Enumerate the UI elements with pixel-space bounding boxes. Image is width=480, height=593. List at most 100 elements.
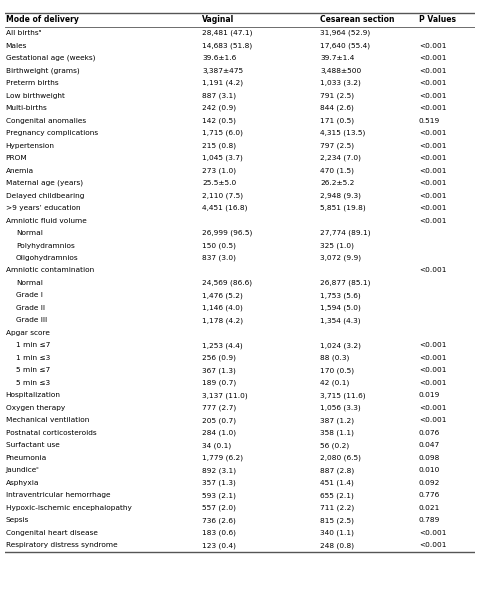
Text: 0.010: 0.010	[419, 467, 440, 473]
Text: Oligohydramnios: Oligohydramnios	[16, 255, 79, 261]
Text: Mechanical ventilation: Mechanical ventilation	[6, 417, 89, 423]
Text: <0.001: <0.001	[419, 205, 446, 211]
Text: Gestational age (weeks): Gestational age (weeks)	[6, 55, 95, 61]
Text: 5,851 (19.8): 5,851 (19.8)	[320, 205, 366, 211]
Text: P Values: P Values	[419, 15, 456, 24]
Text: Normal: Normal	[16, 230, 43, 236]
Text: Hospitalization: Hospitalization	[6, 393, 61, 398]
Text: <0.001: <0.001	[419, 130, 446, 136]
Text: <0.001: <0.001	[419, 55, 446, 61]
Text: 284 (1.0): 284 (1.0)	[203, 430, 237, 436]
Text: 256 (0.9): 256 (0.9)	[203, 355, 236, 361]
Text: <0.001: <0.001	[419, 142, 446, 149]
Text: <0.001: <0.001	[419, 343, 446, 349]
Text: Congenital heart disease: Congenital heart disease	[6, 530, 97, 536]
Text: 27,774 (89.1): 27,774 (89.1)	[320, 229, 371, 236]
Text: 0.789: 0.789	[419, 517, 440, 524]
Text: 31,964 (52.9): 31,964 (52.9)	[320, 30, 370, 36]
Text: 171 (0.5): 171 (0.5)	[320, 117, 354, 124]
Text: 387 (1.2): 387 (1.2)	[320, 417, 354, 423]
Text: <0.001: <0.001	[419, 380, 446, 386]
Text: 42 (0.1): 42 (0.1)	[320, 380, 349, 386]
Text: 844 (2.6): 844 (2.6)	[320, 105, 354, 111]
Text: 358 (1.1): 358 (1.1)	[320, 430, 354, 436]
Text: 815 (2.5): 815 (2.5)	[320, 517, 354, 524]
Text: 1,191 (4.2): 1,191 (4.2)	[203, 80, 243, 87]
Text: 2,080 (6.5): 2,080 (6.5)	[320, 455, 361, 461]
Text: 451 (1.4): 451 (1.4)	[320, 480, 354, 486]
Text: 3,137 (11.0): 3,137 (11.0)	[203, 392, 248, 398]
Text: 14,683 (51.8): 14,683 (51.8)	[203, 42, 252, 49]
Text: <0.001: <0.001	[419, 168, 446, 174]
Text: 2,234 (7.0): 2,234 (7.0)	[320, 155, 361, 161]
Text: Amniotic contamination: Amniotic contamination	[6, 267, 94, 273]
Text: Congenital anomalies: Congenital anomalies	[6, 117, 86, 123]
Text: 470 (1.5): 470 (1.5)	[320, 167, 354, 174]
Text: <0.001: <0.001	[419, 80, 446, 86]
Text: <0.001: <0.001	[419, 405, 446, 411]
Text: <0.001: <0.001	[419, 218, 446, 224]
Text: 736 (2.6): 736 (2.6)	[203, 517, 236, 524]
Text: 215 (0.8): 215 (0.8)	[203, 142, 237, 149]
Text: Birthweight (grams): Birthweight (grams)	[6, 68, 80, 74]
Text: 39.6±1.6: 39.6±1.6	[203, 55, 237, 61]
Text: Mode of delivery: Mode of delivery	[6, 15, 79, 24]
Text: Normal: Normal	[16, 280, 43, 286]
Text: 39.7±1.4: 39.7±1.4	[320, 55, 354, 61]
Text: 273 (1.0): 273 (1.0)	[203, 167, 237, 174]
Text: <0.001: <0.001	[419, 68, 446, 74]
Text: Jaundiceᶜ: Jaundiceᶜ	[6, 467, 40, 473]
Text: Pregnancy complications: Pregnancy complications	[6, 130, 98, 136]
Text: 357 (1.3): 357 (1.3)	[203, 480, 236, 486]
Text: 25.5±5.0: 25.5±5.0	[203, 180, 237, 186]
Text: 142 (0.5): 142 (0.5)	[203, 117, 236, 124]
Text: 56 (0.2): 56 (0.2)	[320, 442, 349, 449]
Text: 1,354 (4.3): 1,354 (4.3)	[320, 317, 360, 324]
Text: <0.001: <0.001	[419, 155, 446, 161]
Text: 34 (0.1): 34 (0.1)	[203, 442, 232, 449]
Text: 0.092: 0.092	[419, 480, 440, 486]
Text: 340 (1.1): 340 (1.1)	[320, 530, 354, 536]
Text: 0.098: 0.098	[419, 455, 440, 461]
Text: <0.001: <0.001	[419, 180, 446, 186]
Text: 88 (0.3): 88 (0.3)	[320, 355, 349, 361]
Text: Amniotic fluid volume: Amniotic fluid volume	[6, 218, 86, 224]
Text: 4,315 (13.5): 4,315 (13.5)	[320, 130, 365, 136]
Text: 1,033 (3.2): 1,033 (3.2)	[320, 80, 361, 87]
Text: 1,024 (3.2): 1,024 (3.2)	[320, 342, 361, 349]
Text: 557 (2.0): 557 (2.0)	[203, 505, 236, 511]
Text: <0.001: <0.001	[419, 43, 446, 49]
Text: Vaginal: Vaginal	[203, 15, 235, 24]
Text: 26,999 (96.5): 26,999 (96.5)	[203, 229, 253, 236]
Text: Grade I: Grade I	[16, 292, 43, 298]
Text: PROM: PROM	[6, 155, 27, 161]
Text: 170 (0.5): 170 (0.5)	[320, 367, 354, 374]
Text: Hypertension: Hypertension	[6, 142, 55, 149]
Text: 4,451 (16.8): 4,451 (16.8)	[203, 205, 248, 211]
Text: 5 min ≤3: 5 min ≤3	[16, 380, 50, 386]
Text: Hypoxic-ischemic encephalopathy: Hypoxic-ischemic encephalopathy	[6, 505, 132, 511]
Text: 711 (2.2): 711 (2.2)	[320, 505, 354, 511]
Text: 1,045 (3.7): 1,045 (3.7)	[203, 155, 243, 161]
Text: 1 min ≤3: 1 min ≤3	[16, 355, 50, 361]
Text: 24,569 (86.6): 24,569 (86.6)	[203, 280, 252, 286]
Text: 797 (2.5): 797 (2.5)	[320, 142, 354, 149]
Text: 655 (2.1): 655 (2.1)	[320, 492, 354, 499]
Text: 1,715 (6.0): 1,715 (6.0)	[203, 130, 243, 136]
Text: 3,072 (9.9): 3,072 (9.9)	[320, 255, 361, 262]
Text: 0.019: 0.019	[419, 393, 440, 398]
Text: 0.076: 0.076	[419, 430, 440, 436]
Text: 837 (3.0): 837 (3.0)	[203, 255, 236, 262]
Text: 1,594 (5.0): 1,594 (5.0)	[320, 305, 361, 311]
Text: 593 (2.1): 593 (2.1)	[203, 492, 236, 499]
Text: Delayed childbearing: Delayed childbearing	[6, 193, 84, 199]
Text: 2,948 (9.3): 2,948 (9.3)	[320, 192, 361, 199]
Text: <0.001: <0.001	[419, 93, 446, 98]
Text: 150 (0.5): 150 (0.5)	[203, 243, 236, 248]
Text: Asphyxia: Asphyxia	[6, 480, 39, 486]
Text: 1,253 (4.4): 1,253 (4.4)	[203, 342, 243, 349]
Text: Males: Males	[6, 43, 27, 49]
Text: Maternal age (years): Maternal age (years)	[6, 180, 83, 186]
Text: <0.001: <0.001	[419, 193, 446, 199]
Text: 0.021: 0.021	[419, 505, 440, 511]
